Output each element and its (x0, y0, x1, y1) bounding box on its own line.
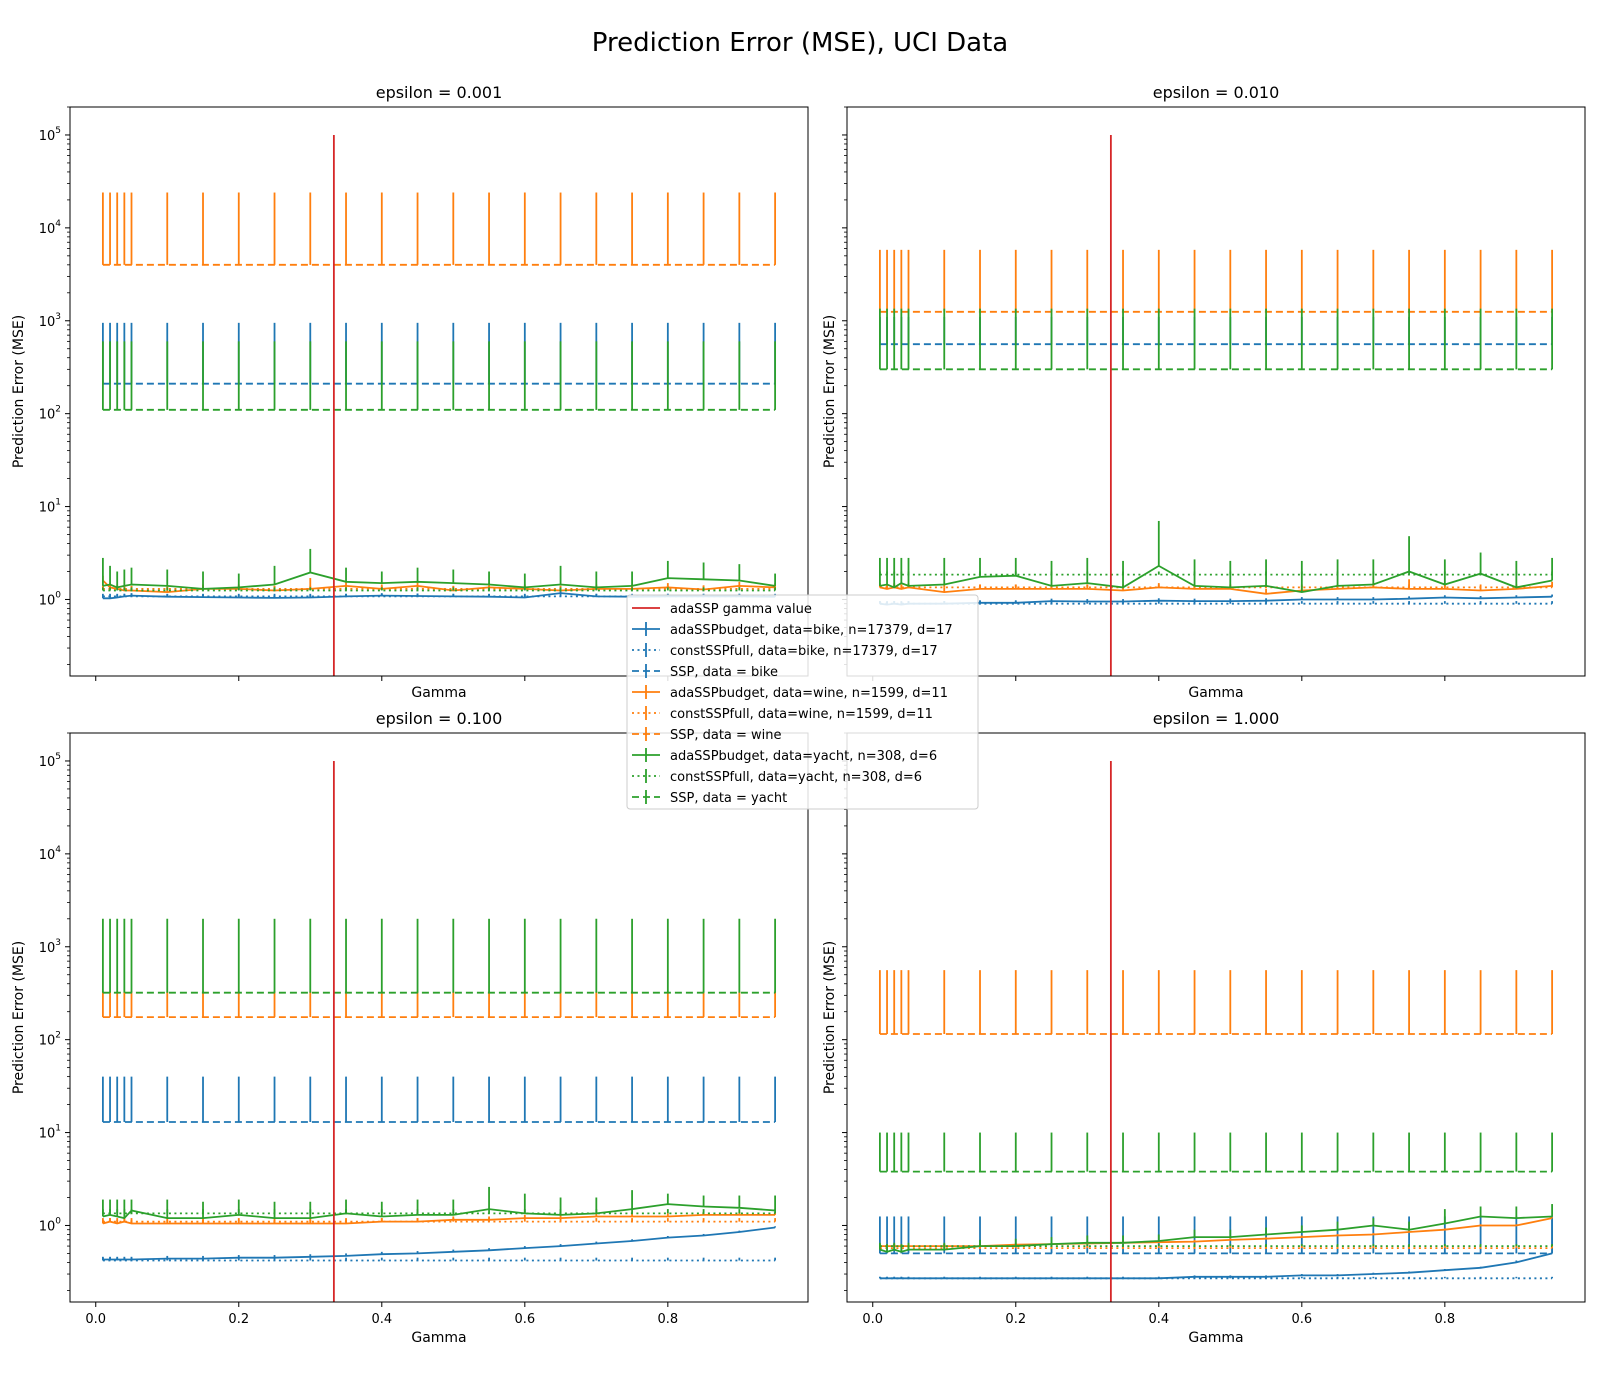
panel-1: epsilon = 0.001100101102103104105GammaPr… (11, 83, 809, 701)
y-tick-base: 10 (39, 315, 56, 330)
panel-frame (69, 106, 809, 677)
y-tick-label: 103 (39, 938, 61, 956)
y-tick-label: 104 (39, 219, 62, 237)
y-axis-label: Prediction Error (MSE) (11, 941, 27, 1094)
x-tick-label: 0.2 (1005, 1312, 1026, 1327)
y-tick-exponent: 5 (55, 752, 61, 762)
panel-data (101, 134, 777, 676)
y-tick-label: 100 (39, 1216, 62, 1234)
x-tick-label: 0.0 (85, 1312, 106, 1327)
y-axis-label: Prediction Error (MSE) (822, 941, 838, 1094)
y-tick-exponent: 2 (55, 1031, 61, 1041)
legend-label: SSP, data = yacht (670, 791, 787, 806)
series-line (102, 1203, 776, 1220)
panels-group: epsilon = 0.001100101102103104105GammaPr… (11, 83, 1586, 1346)
panel-data (878, 134, 1554, 676)
y-tick-exponent: 0 (55, 590, 61, 600)
y-tick-label: 102 (39, 405, 61, 423)
y-tick-label: 105 (39, 126, 61, 144)
legend-label: constSSPfull, data=wine, n=1599, d=11 (670, 707, 933, 722)
y-tick-base: 10 (39, 941, 56, 956)
panel-2: epsilon = 0.010 Gamma Prediction Error (MS… (822, 83, 1586, 701)
series-line (879, 564, 1553, 594)
x-axis-label: Gamma (411, 685, 466, 701)
y-tick-base: 10 (39, 593, 56, 608)
legend-label: constSSPfull, data=bike, n=17379, d=17 (670, 644, 938, 659)
y-tick-base: 10 (39, 848, 56, 863)
y-tick-exponent: 3 (55, 938, 61, 948)
y-tick-base: 10 (39, 501, 56, 516)
x-tick-label: 0.0 (862, 1312, 883, 1327)
panel-data (878, 760, 1554, 1302)
y-tick-exponent: 5 (55, 126, 61, 136)
y-tick-label: 102 (39, 1031, 61, 1049)
y-tick-base: 10 (39, 408, 56, 423)
x-tick-label: 0.4 (1148, 1312, 1169, 1327)
legend-label: adaSSPbudget, data=bike, n=17379, d=17 (670, 623, 953, 638)
legend-label: constSSPfull, data=yacht, n=308, d=6 (670, 770, 922, 785)
x-tick-label: 0.6 (514, 1312, 535, 1327)
y-tick-base: 10 (39, 222, 56, 237)
panel-title: epsilon = 0.100 (376, 709, 503, 728)
y-tick-exponent: 3 (55, 312, 61, 322)
y-tick-base: 10 (39, 755, 56, 770)
y-tick-base: 10 (39, 1127, 56, 1142)
panel-frame (846, 106, 1586, 677)
series-line (879, 1252, 1553, 1280)
y-tick-exponent: 4 (55, 845, 61, 855)
legend-label: SSP, data = wine (670, 728, 782, 743)
y-axis-label: Prediction Error (MSE) (822, 315, 838, 468)
y-tick-label: 103 (39, 312, 61, 330)
legend-label: adaSSP gamma value (670, 602, 812, 617)
panel-frame (69, 732, 809, 1303)
x-axis-label: Gamma (1188, 685, 1243, 701)
legend-box (626, 594, 979, 810)
y-tick-label: 104 (39, 845, 62, 863)
panel-title: epsilon = 0.010 (1153, 83, 1280, 102)
legend: adaSSP gamma value adaSSPbudget, data=bik… (626, 594, 979, 810)
y-tick-label: 105 (39, 752, 61, 770)
x-tick-label: 0.4 (371, 1312, 392, 1327)
series-line (879, 585, 1553, 595)
x-axis-label: Gamma (1188, 1330, 1243, 1346)
y-tick-base: 10 (39, 1219, 56, 1234)
y-tick-base: 10 (39, 1034, 56, 1049)
y-tick-exponent: 0 (55, 1216, 61, 1226)
legend-label: adaSSPbudget, data=yacht, n=308, d=6 (670, 749, 937, 764)
y-tick-exponent: 4 (55, 219, 61, 229)
y-tick-label: 101 (39, 1124, 61, 1142)
x-axis-label: Gamma (411, 1330, 466, 1346)
y-tick-exponent: 1 (55, 1124, 61, 1134)
legend-label: adaSSPbudget, data=wine, n=1599, d=11 (670, 686, 948, 701)
y-tick-exponent: 2 (55, 405, 61, 415)
x-tick-label: 0.8 (1434, 1312, 1455, 1327)
panel-title: epsilon = 1.000 (1153, 709, 1280, 728)
y-tick-base: 10 (39, 129, 56, 144)
panel-4: epsilon = 1.000 0.0 0.2 0.4 0.6 0.8 Gamma Predi… (822, 709, 1586, 1346)
legend-label: SSP, data = bike (670, 665, 778, 680)
panel-data (101, 760, 777, 1302)
panel-frame (846, 732, 1586, 1303)
y-tick-label: 100 (39, 590, 62, 608)
figure-title: Prediction Error (MSE), UCI Data (592, 28, 1008, 58)
x-tick-label: 0.6 (1291, 1312, 1312, 1327)
x-tick-label: 0.2 (228, 1312, 249, 1327)
y-tick-exponent: 1 (55, 498, 61, 508)
x-tick-label: 0.8 (657, 1312, 678, 1327)
panel-title: epsilon = 0.001 (376, 83, 503, 102)
y-tick-label: 101 (39, 498, 61, 516)
y-axis-label: Prediction Error (MSE) (11, 315, 27, 468)
